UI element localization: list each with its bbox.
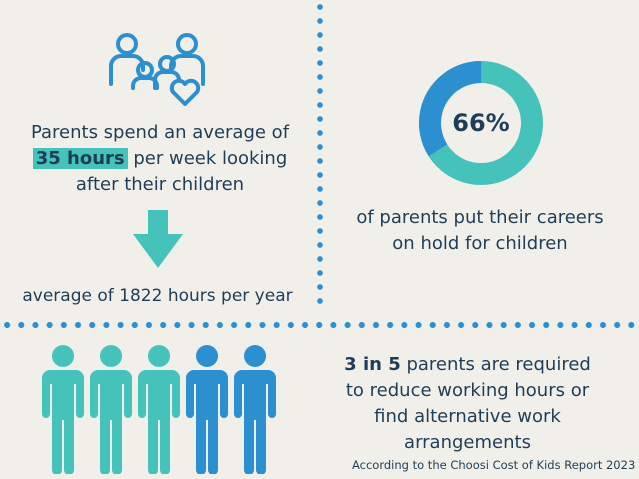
person-icon: [186, 345, 228, 474]
horizontal-dotted-divider: [0, 320, 639, 330]
hours-highlight: 35 hours: [32, 148, 128, 169]
family-heart-icon: [109, 33, 205, 106]
person-icon: [42, 345, 84, 474]
work-line-1-rest: parents are required: [400, 354, 591, 375]
yearly-statement: average of 1822 hours per year: [22, 286, 293, 306]
arrow-down-icon: [133, 210, 183, 268]
careers-line-2: on hold for children: [392, 233, 568, 254]
donut-percent-label: 66%: [452, 109, 510, 137]
hours-line-1: Parents spend an average of: [30, 122, 290, 143]
hours-line-2: 35 hours per week looking: [10, 146, 310, 172]
people-icon-row: [42, 345, 276, 474]
careers-line-1: of parents put their careers: [356, 207, 604, 228]
vertical-dotted-divider: [316, 0, 324, 312]
work-line-1: 3 in 5 parents are required: [325, 352, 610, 378]
work-line-4: arrangements: [404, 432, 531, 453]
hours-line-2-rest: per week looking: [133, 148, 288, 169]
percent-donut: [419, 61, 543, 185]
hours-line-3: after their children: [75, 174, 245, 195]
work-line-3: find alternative work: [374, 406, 561, 427]
careers-statement: of parents put their careers on hold for…: [340, 205, 620, 257]
person-icon: [234, 345, 276, 474]
work-statement: 3 in 5 parents are required to reduce wo…: [325, 352, 610, 456]
donut-arc: [419, 61, 543, 185]
person-icon: [90, 345, 132, 474]
work-bold: 3 in 5: [344, 354, 401, 375]
source-citation: According to the Choosi Cost of Kids Rep…: [352, 458, 636, 472]
work-line-2: to reduce working hours or: [345, 380, 590, 401]
hours-statement: Parents spend an average of 35 hours per…: [10, 120, 310, 198]
person-icon: [138, 345, 180, 474]
